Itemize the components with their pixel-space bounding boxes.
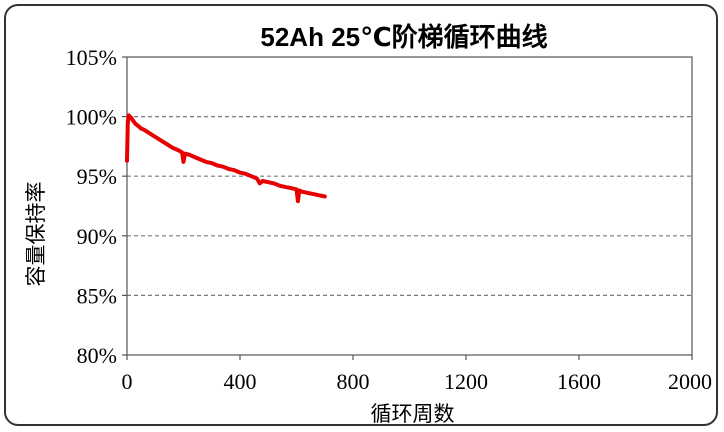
y-tick-label: 100% — [66, 105, 117, 130]
y-tick-label: 80% — [77, 343, 117, 368]
y-tick-label: 95% — [77, 164, 117, 189]
x-tick-label: 2000 — [668, 369, 712, 394]
line-chart: 52Ah 25℃阶梯循环曲线 80% 85% 90% 95% 100% 105% 0 400… — [24, 22, 712, 426]
y-axis-label: 容量保持率 — [24, 182, 48, 287]
chart-title: 52Ah 25℃阶梯循环曲线 — [260, 22, 547, 52]
y-axis-ticks: 80% 85% 90% 95% 100% 105% — [66, 45, 127, 368]
x-tick-label: 1600 — [557, 369, 601, 394]
series-line-capacity-retention — [125, 113, 327, 204]
x-tick-label: 800 — [337, 369, 370, 394]
x-tick-label: 1200 — [444, 369, 488, 394]
y-tick-label: 105% — [66, 45, 117, 70]
y-tick-label: 90% — [77, 224, 117, 249]
gridlines — [127, 115, 692, 296]
chart-frame: 52Ah 25℃阶梯循环曲线 80% 85% 90% 95% 100% 105% 0 400… — [4, 4, 718, 426]
x-tick-label: 0 — [122, 369, 133, 394]
y-tick-label: 85% — [77, 283, 117, 308]
x-axis-label: 循环周数 — [371, 402, 455, 426]
plot-area-border — [126, 56, 693, 356]
x-axis-ticks: 0 400 800 1200 1600 2000 — [122, 355, 712, 394]
x-tick-label: 400 — [224, 369, 257, 394]
